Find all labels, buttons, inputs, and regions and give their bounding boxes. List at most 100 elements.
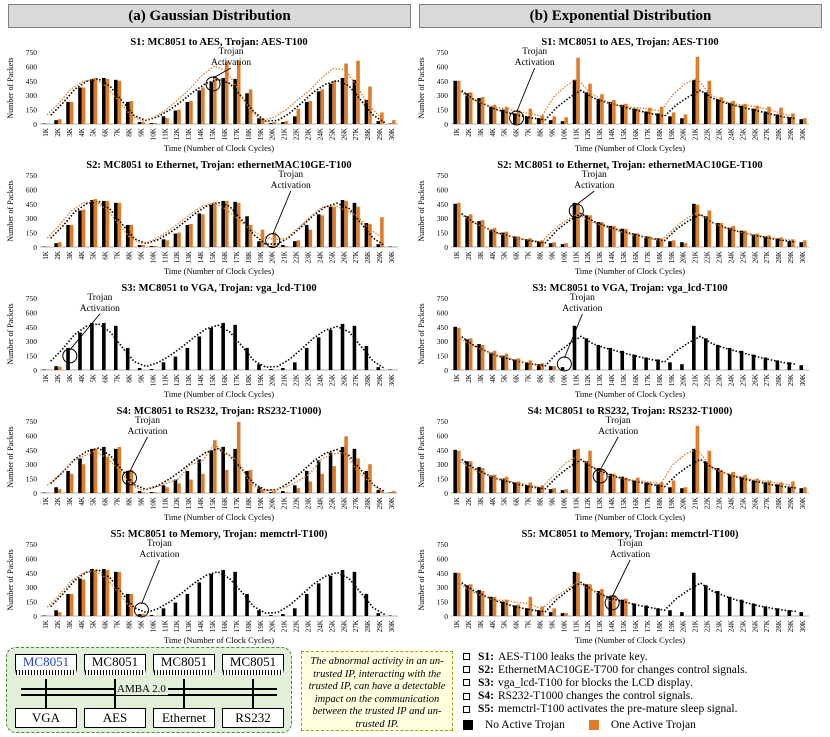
bar: [316, 460, 321, 493]
x-tick-label: 4K: [78, 496, 86, 506]
bar: [456, 572, 461, 616]
y-tick-label: 300: [437, 460, 449, 469]
bar: [201, 214, 205, 247]
bar: [113, 571, 118, 616]
bar: [739, 230, 744, 247]
bar: [715, 591, 720, 616]
y-tick-label: 0: [444, 243, 448, 252]
y-tick-label: 0: [33, 120, 37, 129]
bus-connector: [45, 679, 47, 708]
bar: [516, 110, 521, 124]
bar: [102, 200, 106, 247]
y-tick-label: 0: [33, 243, 37, 252]
bar: [727, 227, 732, 247]
x-tick-label: 11K: [572, 496, 580, 509]
checkbox-icon: [463, 679, 470, 687]
x-tick-label: 17K: [644, 373, 652, 386]
x-tick-label: 30K: [388, 127, 396, 140]
bar: [320, 89, 325, 124]
bar: [576, 57, 580, 125]
ip-aes: AES: [84, 708, 146, 728]
x-tick-label: 25K: [328, 373, 336, 386]
x-tick-label: 2K: [465, 127, 473, 137]
x-tick-label: 15K: [620, 619, 628, 632]
bar: [703, 461, 708, 493]
bar: [536, 610, 541, 616]
x-axis-label: Time (Number of Clock Cycles): [575, 635, 685, 645]
trend-line: [461, 335, 797, 367]
bar: [620, 228, 625, 247]
bar: [564, 613, 568, 616]
trend-line: [457, 211, 793, 243]
bar: [624, 598, 628, 616]
y-tick-label: 450: [437, 200, 449, 209]
chart-gaussian-s5: S5: MC8051 to Memory, Trojan: memctrl-T1…: [6, 529, 398, 645]
x-tick-label: 3K: [66, 496, 74, 506]
annotation-label: Activation: [562, 304, 602, 314]
bar: [715, 345, 720, 370]
bar: [600, 222, 604, 247]
annotation-label: Trojan: [278, 170, 303, 180]
x-tick-label: 12K: [584, 619, 592, 632]
bar: [125, 470, 130, 493]
bar: [281, 491, 285, 493]
bar: [316, 91, 321, 124]
x-tick-label: 11K: [572, 127, 580, 140]
x-tick-label: 1K: [453, 619, 461, 629]
bar: [703, 92, 708, 124]
x-tick-label: 29K: [787, 127, 795, 140]
bar: [392, 491, 396, 493]
y-tick-label: 600: [437, 431, 449, 440]
bar: [209, 81, 214, 124]
x-tick-label: 3K: [66, 250, 74, 260]
annotation-arrow: [599, 436, 619, 471]
x-tick-label: 30K: [388, 619, 396, 632]
bar: [468, 338, 473, 370]
bar: [344, 436, 348, 493]
bar: [260, 229, 265, 247]
x-tick-label: 21K: [281, 373, 289, 386]
bar: [588, 450, 592, 493]
bar: [767, 235, 771, 247]
swatch-trojan: [588, 719, 599, 730]
y-tick-label: 150: [26, 475, 38, 484]
x-tick-label: 27K: [352, 496, 360, 509]
x-tick-label: 4K: [489, 250, 497, 260]
bar: [90, 448, 94, 493]
bar: [787, 241, 792, 247]
bar: [105, 569, 110, 616]
x-tick-label: 28K: [364, 373, 372, 386]
bar: [269, 492, 273, 493]
x-tick-label: 12K: [173, 619, 181, 632]
bar: [492, 596, 497, 616]
x-tick-label: 11K: [572, 373, 580, 386]
x-tick-label: 16K: [221, 619, 229, 632]
bar: [248, 89, 253, 124]
bar: [763, 236, 768, 247]
bar: [560, 490, 565, 493]
x-tick-label: 16K: [632, 373, 640, 386]
x-tick-label: 16K: [221, 373, 229, 386]
bar: [624, 228, 628, 247]
bar: [803, 118, 807, 124]
bar: [308, 100, 313, 124]
bar: [513, 359, 517, 370]
y-tick-label: 450: [26, 446, 38, 455]
bar: [560, 367, 565, 370]
annotation-label: Trojan: [606, 416, 631, 426]
bar: [332, 80, 336, 124]
x-tick-label: 20K: [680, 127, 688, 140]
checkbox-icon: [463, 653, 470, 661]
x-tick-label: 18K: [656, 496, 664, 509]
bar: [66, 347, 70, 370]
bar: [153, 123, 157, 124]
bar: [528, 482, 533, 493]
bar: [257, 610, 261, 616]
chart-exponential-s4: S4: MC8051 to RS232, Trojan: RS232-T1000…: [417, 406, 809, 522]
x-tick-label: 22K: [704, 496, 712, 509]
legend-item-s3: S3: vga_lcd-T100 for blocks the LCD displ…: [463, 676, 823, 689]
x-tick-label: 20K: [269, 619, 277, 632]
x-tick-label: 21K: [692, 250, 700, 263]
trend-line: [46, 65, 382, 122]
x-tick-label: 3K: [477, 619, 485, 629]
